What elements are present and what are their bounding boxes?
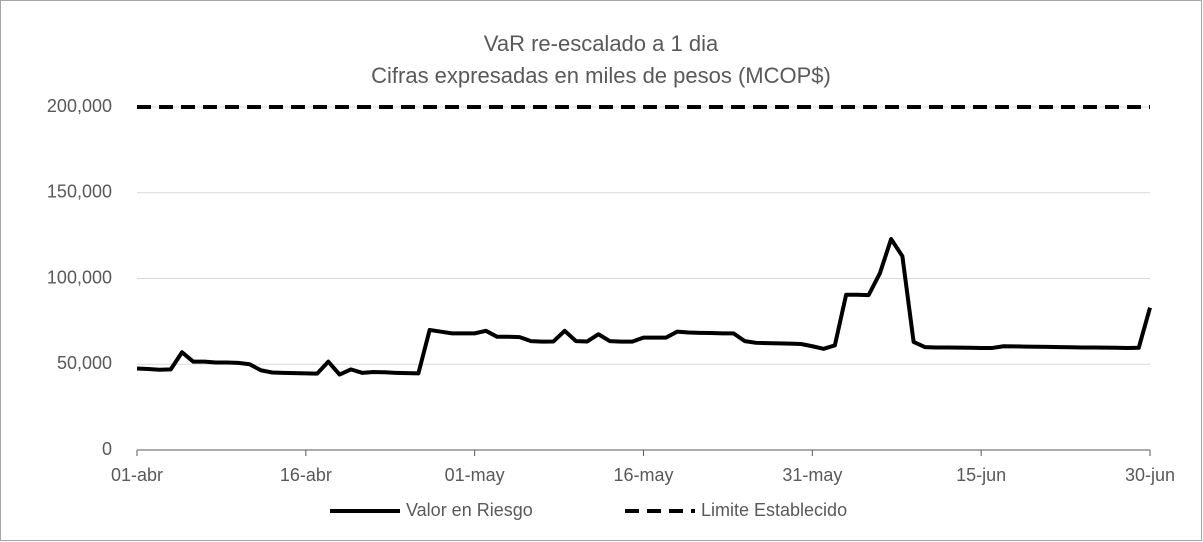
x-tick-label: 31-may [782,465,842,485]
x-tick-label: 16-abr [280,465,332,485]
chart-subtitle: Cifras expresadas en miles de pesos (MCO… [371,63,831,88]
y-tick-label: 200,000 [47,96,112,116]
y-tick-label: 100,000 [47,267,112,287]
x-tick-label: 01-abr [111,465,163,485]
x-tick-label: 15-jun [956,465,1006,485]
legend-label: Limite Establecido [701,500,847,520]
series-line [136,237,1152,377]
y-tick-label: 0 [102,439,112,459]
y-tick-label: 150,000 [47,182,112,202]
chart-title: VaR re-escalado a 1 dia [484,31,719,56]
x-tick-label: 30-jun [1125,465,1175,485]
y-tick-label: 50,000 [57,353,112,373]
x-tick-label: 01-may [445,465,505,485]
legend-label: Valor en Riesgo [406,500,533,520]
x-tick-label: 16-may [613,465,673,485]
